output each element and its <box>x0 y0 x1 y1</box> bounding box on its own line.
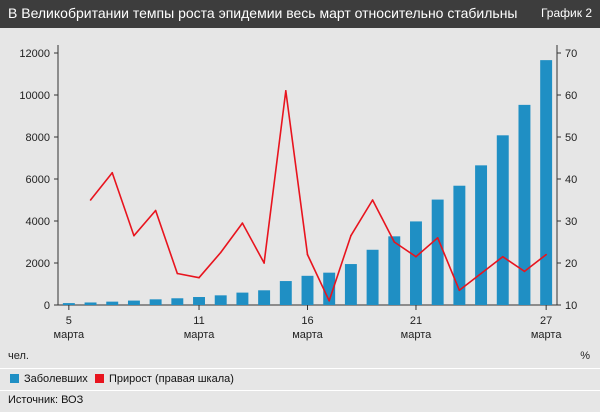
right-tick-label: 70 <box>565 48 577 60</box>
point-growth <box>328 300 330 302</box>
point-growth <box>111 171 114 174</box>
point-growth <box>263 262 265 264</box>
bar-cases <box>171 298 184 305</box>
point-growth <box>501 255 504 258</box>
bar-cases <box>475 165 488 305</box>
point-growth <box>458 289 461 292</box>
point-growth <box>480 272 482 275</box>
right-tick-label: 60 <box>565 90 577 102</box>
bar-cases <box>301 275 314 305</box>
point-growth <box>219 251 222 254</box>
bar-cases <box>323 272 336 305</box>
x-tick-month: марта <box>292 329 323 341</box>
left-tick-label: 0 <box>44 300 50 312</box>
header-bar: В Великобритании темпы роста эпидемии ве… <box>0 0 600 28</box>
bar-cases <box>431 199 444 305</box>
bar-cases <box>236 292 249 305</box>
x-tick-label: 5 <box>66 315 72 327</box>
bar-cases <box>62 303 75 305</box>
x-tick-label: 11 <box>193 315 204 327</box>
left-tick-label: 8000 <box>26 132 50 144</box>
left-tick-label: 10000 <box>19 90 50 102</box>
point-growth <box>133 234 135 237</box>
bar-cases <box>193 297 205 305</box>
legend-label-growth: Прирост (правая шкала) <box>109 373 234 385</box>
graph-label: График 2 <box>540 6 592 20</box>
point-growth <box>393 241 396 243</box>
point-growth <box>436 237 439 239</box>
x-tick-month: марта <box>531 329 562 341</box>
bar-cases <box>279 281 292 305</box>
right-tick-label: 20 <box>565 258 577 270</box>
point-growth <box>545 253 547 256</box>
chart-title: В Великобритании темпы роста эпидемии ве… <box>8 5 518 21</box>
bar-cases <box>106 301 119 305</box>
point-growth <box>306 253 309 256</box>
bar-cases <box>258 290 271 305</box>
left-axis-unit: чел. <box>8 350 29 362</box>
bar-cases <box>518 104 531 306</box>
left-tick-label: 4000 <box>26 216 50 228</box>
x-tick-label: 21 <box>410 315 422 327</box>
x-tick-label: 27 <box>540 315 552 327</box>
bar-cases <box>496 135 509 305</box>
legend-swatch-cases <box>10 374 19 383</box>
right-axis-unit: % <box>580 350 590 362</box>
right-tick-label: 50 <box>565 132 577 144</box>
bar-cases <box>344 264 357 305</box>
legend-item-growth: Прирост (правая шкала) <box>95 373 234 385</box>
right-tick-label: 40 <box>565 174 577 186</box>
source-text: Источник: ВОЗ <box>8 394 84 406</box>
point-growth <box>154 209 157 212</box>
x-tick-month: марта <box>54 329 85 341</box>
x-tick-month: марта <box>184 329 215 341</box>
point-growth <box>241 222 244 224</box>
bar-cases <box>127 300 140 305</box>
legend-label-cases: Заболевших <box>24 373 88 385</box>
bar-cases <box>410 221 422 305</box>
line-growth <box>89 90 547 302</box>
x-tick-label: 16 <box>301 315 313 327</box>
point-growth <box>371 199 374 201</box>
right-tick-label: 30 <box>565 216 577 228</box>
point-growth <box>523 270 526 273</box>
bar-cases <box>453 185 466 305</box>
point-growth <box>350 234 352 237</box>
right-tick-label: 10 <box>565 300 577 312</box>
point-growth <box>89 199 92 201</box>
bar-cases <box>84 302 97 305</box>
source-bar: Источник: ВОЗ <box>0 390 600 412</box>
left-tick-label: 6000 <box>26 174 50 186</box>
left-tick-label: 2000 <box>26 258 50 270</box>
x-tick-month: марта <box>401 329 432 341</box>
legend-item-cases: Заболевших <box>10 373 88 385</box>
bar-cases <box>366 249 379 305</box>
left-tick-label: 12000 <box>19 48 50 60</box>
point-growth <box>415 255 417 258</box>
point-growth <box>176 272 179 275</box>
bar-cases <box>388 236 401 305</box>
point-growth <box>285 90 287 92</box>
legend: Заболевших Прирост (правая шкала) <box>0 368 600 391</box>
point-growth <box>198 276 200 279</box>
bar-cases <box>540 60 553 305</box>
legend-swatch-growth <box>95 374 104 383</box>
bar-cases <box>214 295 227 305</box>
bar-cases <box>149 299 162 305</box>
